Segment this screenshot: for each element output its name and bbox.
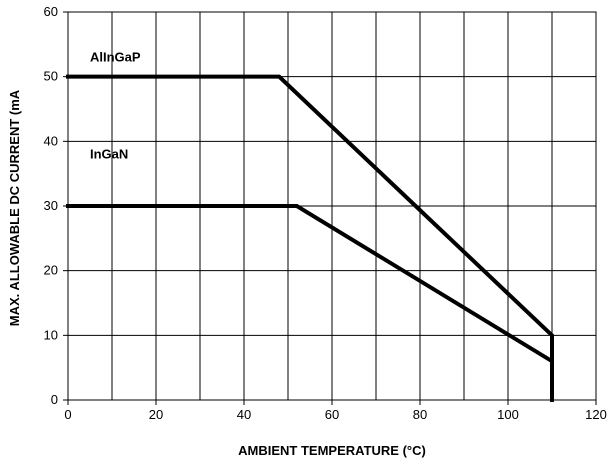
x-tick-label: 80 bbox=[413, 407, 427, 422]
series-layer bbox=[66, 74, 554, 402]
series-label-1: AlInGaP bbox=[90, 49, 141, 64]
x-axis-title: AMBIENT TEMPERATURE (°C) bbox=[238, 443, 426, 458]
x-tick-label: 60 bbox=[325, 407, 339, 422]
x-tick-label: 20 bbox=[149, 407, 163, 422]
y-tick-label: 0 bbox=[51, 392, 58, 407]
x-tick-label: 40 bbox=[237, 407, 251, 422]
series-label-layer: AlInGaP InGaN bbox=[90, 49, 141, 161]
y-tick-label: 10 bbox=[44, 327, 58, 342]
y-tick-label: 40 bbox=[44, 133, 58, 148]
y-tick-label: 30 bbox=[44, 198, 58, 213]
y-tick-label: 60 bbox=[44, 4, 58, 19]
x-tick-label: 120 bbox=[585, 407, 607, 422]
y-tick-label: 20 bbox=[44, 263, 58, 278]
series-label-2: InGaN bbox=[90, 146, 128, 161]
x-tick-label: 100 bbox=[497, 407, 519, 422]
y-tick-label: 50 bbox=[44, 69, 58, 84]
y-axis-title: MAX. ALLOWABLE DC CURRENT (mA bbox=[7, 89, 22, 326]
series-line-2 bbox=[66, 204, 554, 402]
x-tick-label: 0 bbox=[64, 407, 71, 422]
tick-layer: 0 20 40 60 80 100 120 0 10 20 30 40 50 60 bbox=[44, 4, 607, 422]
